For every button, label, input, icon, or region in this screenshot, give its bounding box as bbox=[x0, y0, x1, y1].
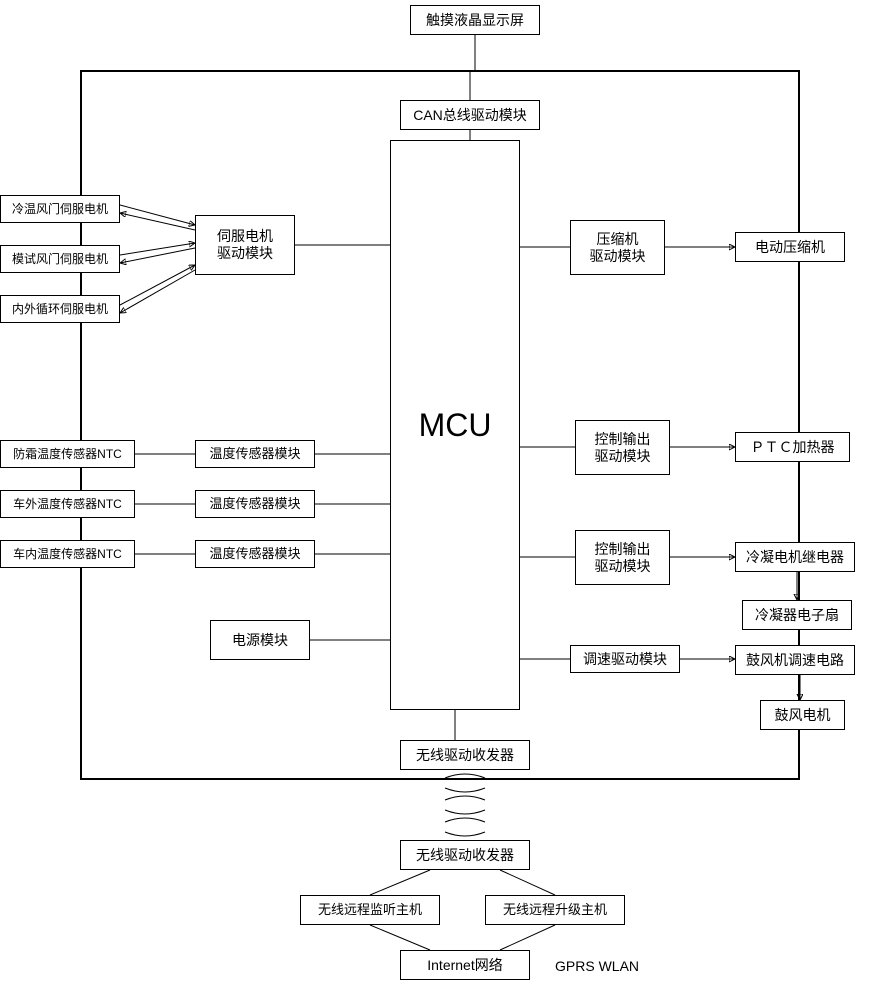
speed-drive-block: 调速驱动模块 bbox=[570, 645, 680, 673]
cond-fan-block: 冷凝器电子扇 bbox=[742, 600, 852, 630]
power-mod-block: 电源模块 bbox=[210, 620, 310, 660]
cond-relay-block: 冷凝电机继电器 bbox=[735, 542, 855, 572]
servo-drive-block: 伺服电机 驱动模块 bbox=[195, 215, 295, 275]
internet-block: Internet网络 bbox=[400, 950, 530, 980]
temp-mod1-block: 温度传感器模块 bbox=[195, 440, 315, 468]
wireless-transceiver-in-block: 无线驱动收发器 bbox=[400, 740, 530, 770]
cold-damper-servo-block: 冷温风门伺服电机 bbox=[0, 195, 120, 223]
inside-ntc-block: 车内温度传感器NTC bbox=[0, 540, 135, 568]
gprs-wlan-label: GPRS WLAN bbox=[555, 958, 639, 974]
touch-lcd-block: 触摸液晶显示屏 bbox=[410, 5, 540, 35]
ctrl-out-drive1-block: 控制输出 驱动模块 bbox=[575, 420, 670, 475]
ptc-heater-block: ＰＴＣ加热器 bbox=[735, 432, 850, 462]
ctrl-out-drive2-block: 控制输出 驱动模块 bbox=[575, 530, 670, 585]
defrost-ntc-block: 防霜温度传感器NTC bbox=[0, 440, 135, 468]
mode-damper-servo-block: 模试风门伺服电机 bbox=[0, 245, 120, 273]
elec-compressor-block: 电动压缩机 bbox=[735, 232, 845, 262]
remote-upgrade-block: 无线远程升级主机 bbox=[485, 895, 625, 925]
outside-ntc-block: 车外温度传感器NTC bbox=[0, 490, 135, 518]
temp-mod2-block: 温度传感器模块 bbox=[195, 490, 315, 518]
inout-circ-servo-block: 内外循环伺服电机 bbox=[0, 295, 120, 323]
blower-speed-circ-block: 鼓风机调速电路 bbox=[735, 645, 855, 675]
temp-mod3-block: 温度传感器模块 bbox=[195, 540, 315, 568]
blower-motor-block: 鼓风电机 bbox=[760, 700, 845, 730]
compressor-drive-block: 压缩机 驱动模块 bbox=[570, 220, 665, 275]
wireless-transceiver-out-block: 无线驱动收发器 bbox=[400, 840, 530, 870]
remote-monitor-block: 无线远程监听主机 bbox=[300, 895, 440, 925]
can-drive-block: CAN总线驱动模块 bbox=[400, 100, 540, 130]
mcu-block: MCU bbox=[390, 140, 520, 710]
